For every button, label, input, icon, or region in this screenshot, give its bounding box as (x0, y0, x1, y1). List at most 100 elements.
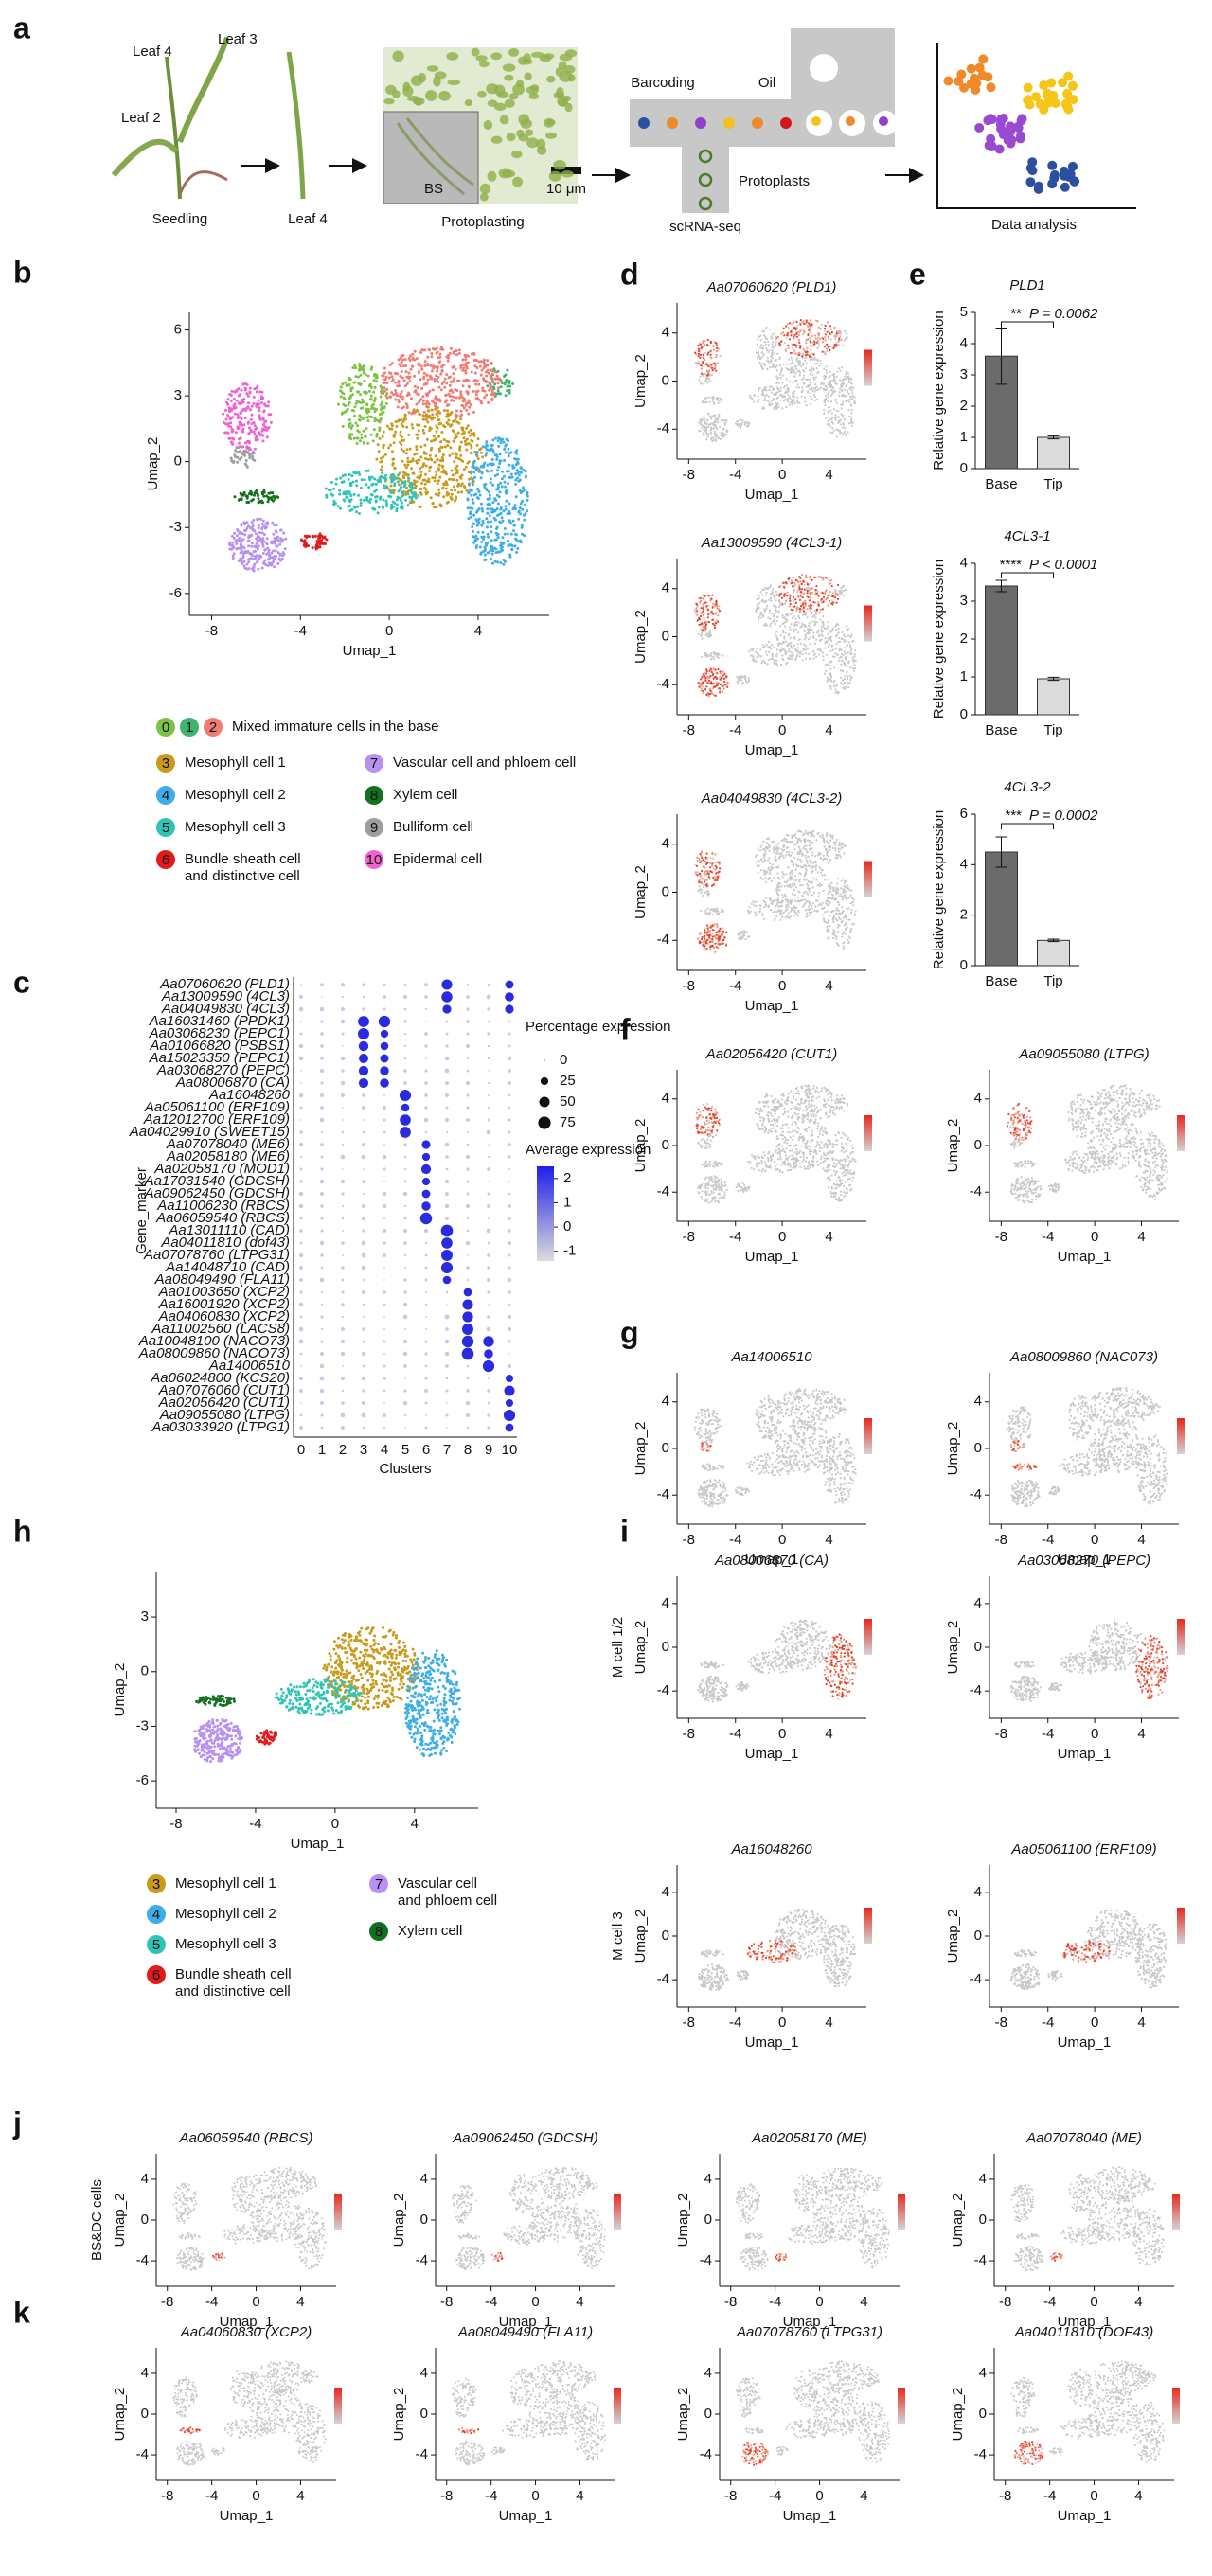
y-tick-label: 0 (704, 2406, 712, 2422)
panel-label: a (13, 10, 30, 44)
expression-dot (362, 1315, 365, 1319)
expression-dot (363, 1119, 365, 1121)
x-tick-label: 4 (1137, 2015, 1145, 2031)
x-tick-label: 1 (318, 1442, 326, 1458)
y-tick-label: 0 (141, 2406, 149, 2422)
panel-letters: a b c d e f g h i j k (12, 10, 926, 2329)
expression-dot (298, 1339, 304, 1344)
illustration-dot (1013, 123, 1024, 133)
expression-dot (402, 1351, 408, 1357)
x-axis-label: Umap_1 (1058, 1552, 1112, 1568)
colorbar-label: 0 (563, 1218, 571, 1235)
protoplast-image (528, 92, 539, 100)
x-tick-label: -4 (729, 1229, 741, 1245)
legend-swatch (156, 754, 175, 773)
protoplast-image (508, 47, 520, 57)
expression-dot (383, 1167, 386, 1171)
expression-dot (508, 1167, 511, 1171)
expression-dot (403, 1143, 407, 1146)
expression-dot (508, 1229, 511, 1233)
y-tick-label: -4 (974, 2446, 987, 2462)
expression-dot (421, 1140, 431, 1149)
y-tick-label: 3 (960, 593, 968, 609)
expression-dot (299, 1130, 303, 1134)
expression-dot (341, 1266, 345, 1270)
expression-dot (361, 1400, 366, 1406)
expression-dot (424, 1007, 428, 1011)
expression-dot (444, 1339, 450, 1344)
plot-title: Aa07078040 (ME) (1025, 2130, 1142, 2146)
bead (667, 117, 678, 129)
expression-dot (320, 1032, 324, 1036)
y-tick-label: 0 (662, 628, 669, 644)
expression-dot (403, 1241, 407, 1245)
x-tick-label: 10 (502, 1442, 518, 1458)
cell-points (746, 1939, 796, 1963)
legend-cluster-id: 6 (152, 1967, 160, 1983)
legend-cluster-id: 1 (186, 720, 193, 736)
expression-dot (462, 1324, 473, 1335)
expression-dot (508, 1364, 511, 1368)
expression-dot (466, 1364, 470, 1368)
x-tick-label: 0 (1091, 1532, 1098, 1548)
cell-points (179, 2426, 201, 2435)
expression-dot (462, 1299, 473, 1310)
y-axis-label: Umap_2 (112, 2388, 128, 2442)
y-tick-label: 0 (420, 2406, 428, 2422)
illustration-dot (1033, 184, 1043, 194)
y-tick-label: 6 (960, 806, 968, 822)
y-axis-label: Umap_2 (633, 1910, 649, 1963)
expression-dot (487, 1266, 490, 1270)
protoplast-image (544, 117, 555, 128)
protoplast-image (392, 89, 401, 98)
y-tick-label: 4 (662, 325, 669, 341)
expression-dot (466, 1044, 470, 1048)
y-tick-label: -4 (970, 1971, 982, 1987)
x-axis-label: Clusters (379, 1461, 431, 1477)
expression-dot (319, 1240, 325, 1246)
y-tick-label: 4 (662, 1394, 669, 1410)
expression-dot (420, 1164, 432, 1175)
illustration-dot (1031, 92, 1042, 102)
y-tick-label: -4 (700, 2446, 712, 2462)
expression-dot (425, 1291, 427, 1293)
expression-dot (488, 1181, 490, 1182)
protoplast-image (487, 170, 497, 182)
illustration-dot (1047, 160, 1058, 170)
y-tick-label: 0 (979, 2212, 987, 2228)
expression-dot (419, 1212, 433, 1225)
expression-dot (361, 1216, 366, 1221)
error-bar (1047, 435, 1060, 440)
x-tick-label: 0 (385, 623, 393, 639)
cell-points (403, 1649, 461, 1757)
protoplast-image (483, 120, 493, 131)
expression-dot (461, 1347, 474, 1360)
colorbar-label: 1 (563, 1194, 571, 1210)
illustration-label: BS (424, 181, 443, 197)
size-key-label: 25 (560, 1073, 576, 1089)
y-axis-label: Umap_2 (633, 865, 649, 919)
protoplast-image (526, 85, 539, 95)
expression-dot (363, 1168, 365, 1170)
plot-title: Aa16048260 (730, 1841, 812, 1857)
expression-dot (505, 1004, 514, 1014)
x-tick-label: -4 (1042, 1532, 1054, 1548)
plot-title: Aa04060830 (XCP2) (180, 2324, 312, 2340)
expression-dot (424, 1106, 428, 1110)
expression-dot (383, 1413, 386, 1417)
expression-dot (298, 1191, 304, 1197)
protoplast-image (496, 91, 509, 98)
expression-dot (299, 1315, 303, 1319)
x-axis-label: Umap_1 (1058, 2034, 1112, 2051)
expression-dot (486, 1129, 491, 1135)
legend-swatch (147, 1874, 166, 1893)
expression-dot (424, 1081, 428, 1085)
illustration-dot (978, 54, 989, 64)
x-tick-label: 0 (1091, 2015, 1098, 2031)
illustration-dot (1039, 80, 1049, 91)
protoplast-image (559, 53, 573, 62)
legend-label: Mesophyll cell 3 (185, 819, 286, 835)
expression-dot (362, 1290, 365, 1294)
expression-dot (466, 1130, 470, 1134)
legend-swatch (369, 1922, 388, 1941)
